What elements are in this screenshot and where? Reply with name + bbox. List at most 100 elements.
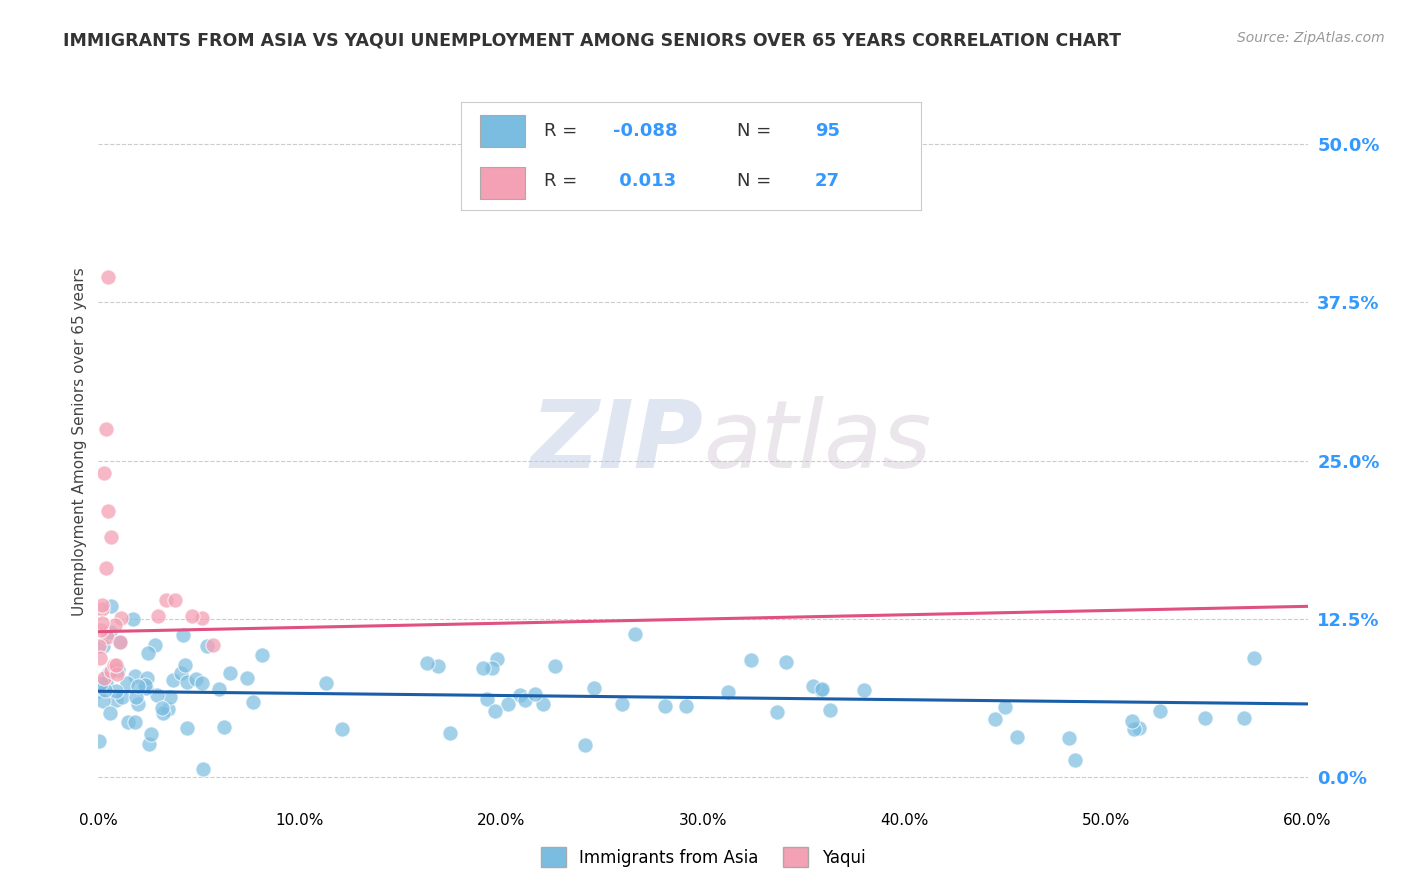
Point <box>94 676 117 690</box>
Point <box>610 698 633 712</box>
Point <box>219 665 242 680</box>
Point <box>107 663 129 677</box>
Point <box>97 269 120 284</box>
Point <box>143 638 166 652</box>
Point <box>193 762 215 776</box>
Point <box>157 702 180 716</box>
Point <box>104 693 127 707</box>
Point <box>1005 730 1028 744</box>
Point <box>191 676 214 690</box>
Point <box>124 715 146 730</box>
Point <box>531 697 554 711</box>
Point <box>214 720 236 734</box>
Point <box>496 698 519 712</box>
Point <box>127 679 149 693</box>
Point <box>675 699 697 714</box>
Point <box>97 666 120 681</box>
Point <box>766 705 789 719</box>
Point <box>818 703 841 717</box>
Point <box>152 706 174 720</box>
Point <box>93 672 115 686</box>
Point <box>1057 731 1080 745</box>
Point <box>110 635 132 649</box>
Point <box>103 657 125 672</box>
Point <box>96 630 118 644</box>
Point <box>330 723 353 737</box>
Point <box>172 628 194 642</box>
Point <box>624 626 647 640</box>
Point <box>91 616 114 631</box>
Point <box>426 658 449 673</box>
Point <box>252 648 274 662</box>
Point <box>141 727 163 741</box>
Point <box>1149 705 1171 719</box>
Point <box>524 687 547 701</box>
Point <box>515 693 537 707</box>
Point <box>150 701 173 715</box>
Point <box>108 634 131 648</box>
Y-axis label: Unemployment Among Seniors over 65 years: Unemployment Among Seniors over 65 years <box>72 268 87 615</box>
Point <box>105 657 128 672</box>
Point <box>775 655 797 669</box>
Point <box>105 667 128 681</box>
Point <box>90 598 112 612</box>
Legend: Immigrants from Asia, Yaqui: Immigrants from Asia, Yaqui <box>534 840 872 874</box>
Point <box>89 651 111 665</box>
Point <box>236 671 259 685</box>
Point <box>486 652 509 666</box>
Point <box>315 676 337 690</box>
Point <box>91 639 114 653</box>
Point <box>117 714 139 729</box>
Point <box>163 593 186 607</box>
Point <box>87 639 110 653</box>
Point <box>475 692 498 706</box>
Point <box>96 422 118 436</box>
Point <box>91 693 114 707</box>
Point <box>135 671 157 685</box>
Point <box>115 676 138 690</box>
Point <box>1123 722 1146 736</box>
Point <box>439 726 461 740</box>
Point <box>574 739 596 753</box>
Point <box>134 678 156 692</box>
Point <box>90 623 112 637</box>
Point <box>155 593 177 607</box>
Point <box>191 611 214 625</box>
Point <box>208 682 231 697</box>
Point <box>96 561 118 575</box>
Point <box>176 675 198 690</box>
Point <box>124 669 146 683</box>
Point <box>97 504 120 518</box>
Text: atlas: atlas <box>703 396 931 487</box>
Text: IMMIGRANTS FROM ASIA VS YAQUI UNEMPLOYMENT AMONG SENIORS OVER 65 YEARS CORRELATI: IMMIGRANTS FROM ASIA VS YAQUI UNEMPLOYME… <box>63 31 1121 49</box>
Point <box>170 665 193 680</box>
Point <box>509 688 531 702</box>
Point <box>162 673 184 687</box>
Point <box>100 664 122 678</box>
Text: Source: ZipAtlas.com: Source: ZipAtlas.com <box>1237 31 1385 45</box>
Point <box>472 661 495 675</box>
Point <box>176 722 198 736</box>
Point <box>810 682 832 697</box>
Point <box>91 602 114 616</box>
Point <box>994 699 1017 714</box>
Point <box>186 673 208 687</box>
Point <box>111 690 134 705</box>
Point <box>98 624 121 639</box>
Point <box>98 706 121 720</box>
Point <box>801 679 824 693</box>
Point <box>195 639 218 653</box>
Point <box>87 733 110 747</box>
Point <box>810 682 832 697</box>
Point <box>654 698 676 713</box>
Point <box>124 690 146 705</box>
Point <box>105 683 128 698</box>
Point <box>138 737 160 751</box>
Point <box>104 617 127 632</box>
Point <box>93 467 115 481</box>
Point <box>582 681 605 696</box>
Point <box>122 611 145 625</box>
Point <box>1121 714 1143 729</box>
Point <box>740 653 762 667</box>
Point <box>1128 721 1150 735</box>
